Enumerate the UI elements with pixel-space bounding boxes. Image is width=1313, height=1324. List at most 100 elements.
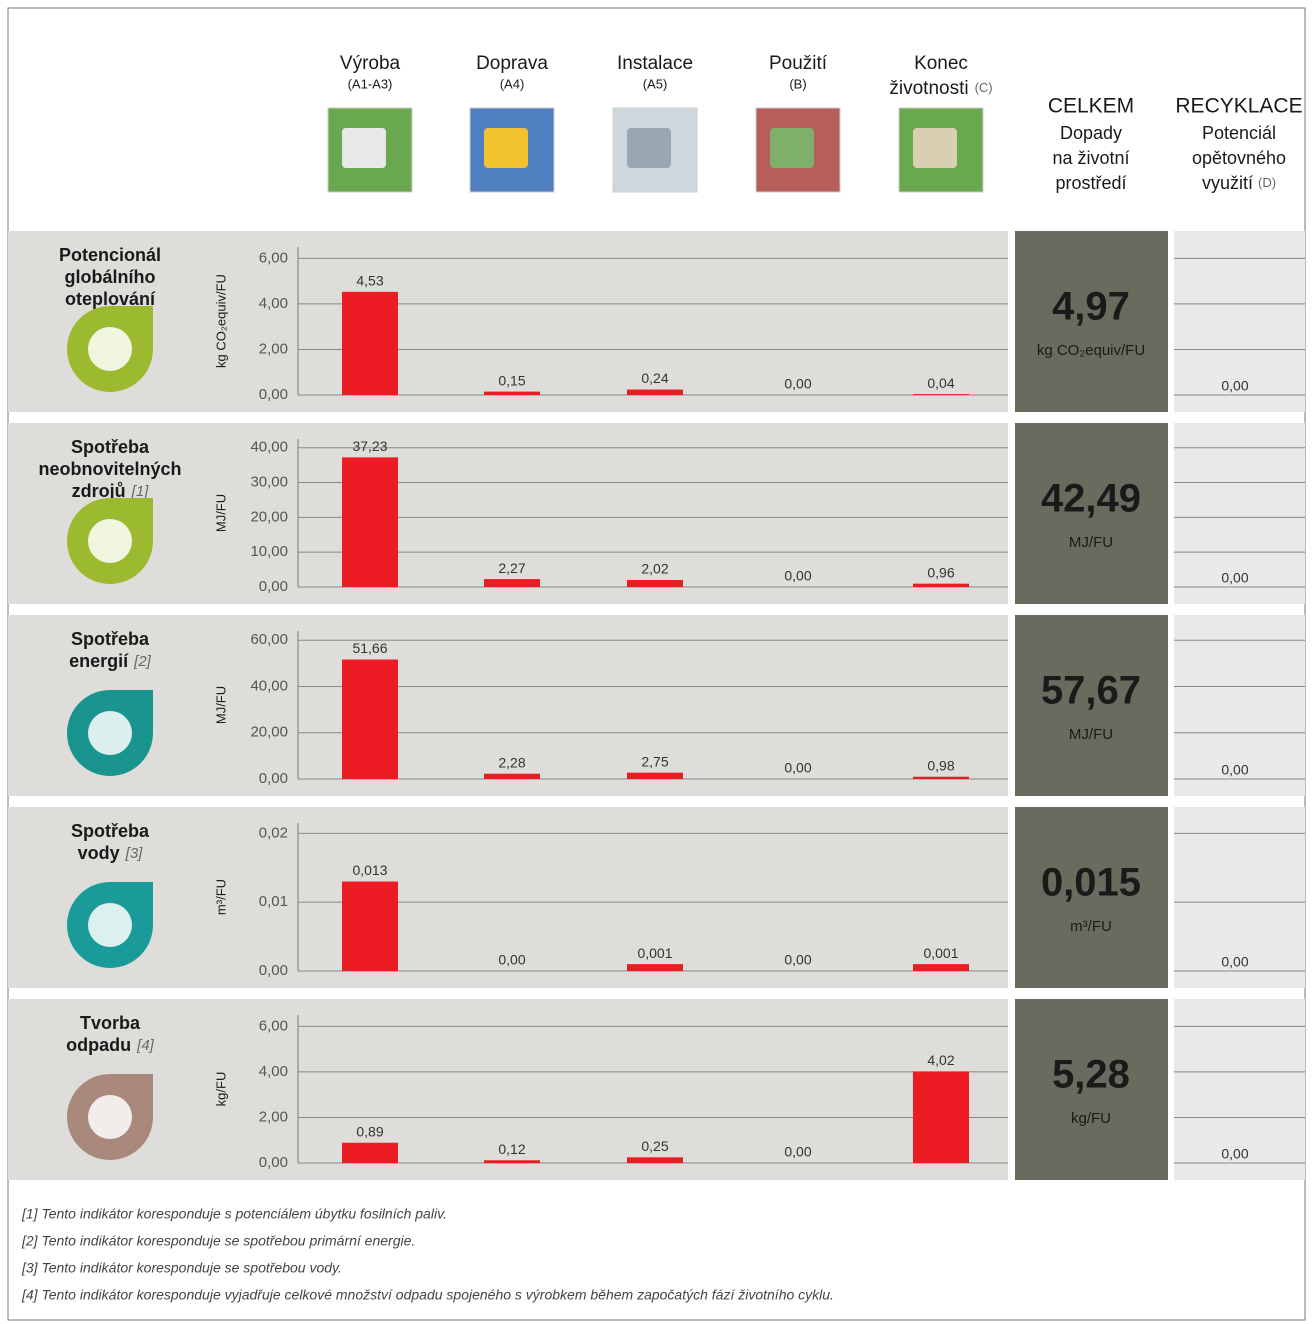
y-axis-label: kg/FU [213,1072,228,1107]
bar [484,1160,540,1163]
total-value: 42,49 [1041,477,1141,521]
indicator-icon-glyph [88,903,132,947]
indicator-title: neobnovitelných [38,459,181,479]
bar [913,583,969,587]
y-tick-label: 0,00 [259,386,288,403]
recycling-value: 0,00 [1221,570,1248,586]
y-tick-label: 4,00 [259,295,288,312]
recycling-subtitle: Potenciál [1202,123,1276,143]
value-label: 0,001 [637,945,672,961]
y-tick-label: 4,00 [259,1063,288,1080]
total-unit: MJ/FU [1069,534,1113,551]
bar [484,391,540,395]
stage-image-detail [627,128,671,168]
indicator-title: zdrojů [72,481,126,501]
y-tick-label: 0,02 [259,824,288,841]
value-label: 0,00 [784,760,811,776]
footnote-ref: [2] [133,653,152,670]
footnote-ref: [3] [125,845,144,862]
footnote-ref: [1] [131,483,150,500]
stage-name: Doprava [476,53,548,74]
total-panel [1015,231,1168,412]
bar [484,773,540,779]
total-subtitle: na životní [1052,148,1129,168]
footnote-ref: [4] [136,1037,155,1054]
bar [913,964,969,971]
y-tick-label: 2,00 [259,340,288,357]
y-tick-label: 2,00 [259,1108,288,1125]
recycling-panel [1174,423,1305,604]
stage-name: Použití [769,53,828,74]
value-label: 2,75 [641,753,668,769]
total-panel [1015,423,1168,604]
bar [484,579,540,587]
recycling-subtitle: opětovného [1192,148,1286,168]
value-label: 37,23 [352,438,387,454]
indicator-title: Spotřeba [71,437,150,457]
total-value: 4,97 [1052,285,1130,329]
indicator-title: odpadu [66,1035,131,1055]
value-label: 0,001 [923,945,958,961]
indicator-title: vody [78,843,120,863]
value-label: 0,25 [641,1138,668,1154]
value-label: 0,12 [498,1141,525,1157]
footnote: [3] Tento indikátor koresponduje se spot… [21,1260,342,1276]
row-panel [8,999,1008,1180]
y-tick-label: 30,00 [250,473,288,490]
y-tick-label: 0,01 [259,893,288,910]
recycling-subtitle: využití (D) [1202,173,1276,193]
value-label: 0,15 [498,372,525,388]
recycling-code: (D) [1258,175,1276,190]
indicator-title: Spotřeba [71,629,150,649]
y-axis-label: MJ/FU [213,686,228,724]
y-tick-label: 10,00 [250,543,288,560]
total-panel [1015,999,1168,1180]
total-unit: m³/FU [1070,918,1112,935]
stage-image-detail [342,128,386,168]
stage-code: (A4) [500,76,525,91]
bar [913,776,969,779]
recycling-value: 0,00 [1221,378,1248,394]
footnote: [4] Tento indikátor koresponduje vyjadřu… [21,1287,834,1303]
stage-name: Konec [914,53,968,74]
stage-code: (A5) [643,76,668,91]
bar [913,1071,969,1163]
y-tick-label: 40,00 [250,439,288,456]
y-axis-label: MJ/FU [213,494,228,532]
bar [342,1142,398,1163]
total-subtitle: Dopady [1060,123,1122,143]
value-label: 51,66 [352,640,387,656]
row-panel [8,807,1008,988]
bar [627,964,683,971]
footnote: [1] Tento indikátor koresponduje s poten… [21,1206,447,1222]
value-label: 4,53 [356,273,383,289]
recycling-value: 0,00 [1221,954,1248,970]
y-tick-label: 6,00 [259,1017,288,1034]
value-label: 0,00 [784,952,811,968]
total-unit: MJ/FU [1069,726,1113,743]
bar [627,389,683,395]
value-label: 4,02 [927,1052,954,1068]
stage-image-detail [770,128,814,168]
indicator-title: oteplování [65,289,156,309]
total-value: 57,67 [1041,669,1141,713]
recycling-panel [1174,807,1305,988]
stage-code: (C) [975,80,993,95]
y-tick-label: 0,00 [259,962,288,979]
indicator-icon-glyph [88,519,132,563]
stage-name: životnosti (C) [889,78,992,99]
y-tick-label: 20,00 [250,724,288,741]
indicator-title: energií [69,651,129,671]
total-subtitle: prostředí [1055,173,1126,193]
recycling-value: 0,00 [1221,1146,1248,1162]
y-tick-label: 60,00 [250,631,288,648]
y-tick-label: 20,00 [250,508,288,525]
y-tick-label: 40,00 [250,677,288,694]
stage-image-detail [913,128,957,168]
bar [627,772,683,779]
indicator-icon-glyph [88,327,132,371]
indicator-title: Potencionál [59,245,161,265]
value-label: 0,00 [498,952,525,968]
